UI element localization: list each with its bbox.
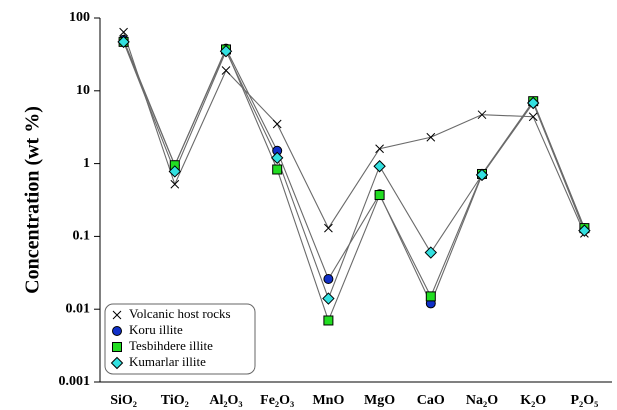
marker — [221, 66, 231, 75]
y-tick-label: 10 — [76, 83, 90, 98]
series-line — [123, 41, 585, 323]
marker — [323, 315, 334, 326]
legend-label: Kumarlar illite — [129, 354, 206, 369]
marker — [219, 44, 233, 58]
marker — [112, 326, 122, 336]
series-line — [123, 31, 585, 234]
marker — [528, 112, 538, 122]
marker — [526, 96, 540, 110]
x-tick-label: Fe₂O₃ — [260, 393, 294, 408]
marker — [424, 246, 438, 259]
marker — [323, 273, 334, 284]
marker — [272, 164, 283, 175]
y-axis-label: Concentration (wt %) — [22, 106, 44, 294]
marker — [425, 291, 436, 302]
y-tick-label: 0.1 — [73, 229, 91, 244]
y-tick-label: 0.001 — [59, 374, 91, 389]
marker — [475, 168, 489, 182]
x-tick-label: MnO — [312, 393, 344, 408]
y-tick-label: 100 — [69, 10, 90, 25]
series-line — [123, 39, 585, 305]
series-line — [123, 41, 585, 301]
marker — [426, 132, 436, 142]
marker — [119, 27, 128, 37]
marker — [117, 35, 130, 49]
marker — [270, 151, 284, 165]
legend-label: Volcanic host rocks — [129, 306, 231, 321]
x-tick-label: P₂O₅ — [570, 393, 598, 408]
marker — [375, 144, 384, 154]
x-tick-label: MgO — [364, 393, 395, 408]
x-tick-label: CaO — [417, 393, 445, 408]
y-tick-label: 0.01 — [66, 301, 91, 316]
marker — [112, 342, 122, 352]
marker — [322, 292, 335, 305]
x-tick-label: Na₂O — [466, 393, 498, 408]
marker — [324, 223, 333, 233]
marker — [374, 190, 385, 201]
legend-box — [104, 303, 256, 375]
legend-label: Koru illite — [129, 322, 183, 337]
marker — [112, 310, 122, 320]
legend-label: Tesbihdere illite — [129, 338, 213, 353]
marker — [168, 165, 182, 178]
x-tick-label: K₂O — [520, 393, 546, 408]
marker — [110, 356, 124, 370]
marker — [373, 160, 386, 173]
y-tick-label: 1 — [83, 156, 90, 171]
x-tick-label: TiO₂ — [161, 393, 189, 408]
marker — [578, 224, 591, 237]
marker — [477, 110, 487, 120]
marker — [170, 179, 180, 189]
x-tick-label: Al₂O₃ — [209, 393, 242, 408]
marker — [272, 119, 282, 129]
x-tick-label: SiO₂ — [110, 393, 137, 408]
